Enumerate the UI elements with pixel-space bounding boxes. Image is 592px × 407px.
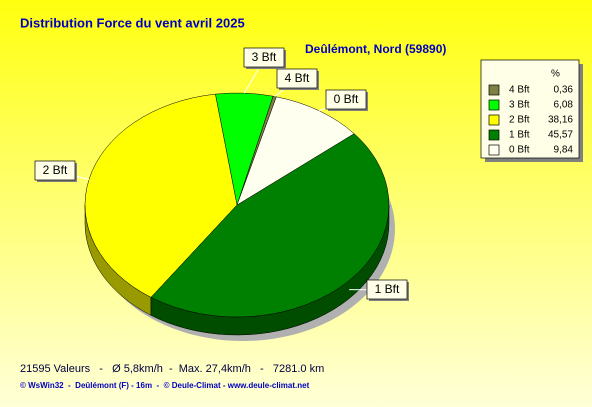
legend-swatch [488, 99, 500, 111]
legend-label: 3 Bft [509, 100, 530, 111]
legend-swatch [488, 114, 500, 126]
legend-label: 2 Bft [509, 115, 530, 126]
slice-label: 0 Bft [334, 92, 359, 106]
legend-label: 4 Bft [509, 85, 530, 96]
label-box [34, 160, 76, 181]
slice-label: 2 Bft [43, 163, 68, 177]
label-box [366, 279, 408, 300]
pie: 4 Bft 3 Bft 2 Bft 1 Bft 0 Bft [34, 47, 409, 341]
chart-subtitle: Deûlémont, Nord (59890) [305, 42, 446, 56]
legend: % 4 Bft 0,36 3 Bft 6,08 2 Bft 38,16 1 Bft 45,57 0… [480, 59, 583, 162]
label-box [325, 89, 367, 110]
footer-credits: © WsWin32 - Deûlémont (F) - 16m - © Deul… [20, 381, 310, 390]
legend-value: 38,16 [548, 115, 573, 126]
legend-value: 6,08 [554, 100, 574, 111]
slice-label: 4 Bft [285, 71, 310, 85]
legend-title: % [551, 69, 560, 80]
slice [150, 133, 390, 318]
legend-label: 0 Bft [509, 145, 530, 156]
legend-value: 0,36 [554, 85, 574, 96]
footer-stats: 21595 Valeurs - Ø 5,8km/h - Max. 27,4km/… [20, 363, 324, 375]
legend-value: 9,84 [554, 145, 574, 156]
chart-title: Distribution Force du vent avril 2025 [20, 15, 245, 30]
legend-value: 45,57 [548, 130, 573, 141]
legend-swatch [488, 129, 500, 141]
legend-swatch [488, 144, 500, 156]
label-box [276, 68, 318, 89]
legend-label: 1 Bft [509, 130, 530, 141]
legend-swatch [488, 84, 500, 96]
slice-label: 3 Bft [252, 50, 277, 64]
slice-label: 1 Bft [375, 282, 400, 296]
label-box [243, 47, 285, 68]
